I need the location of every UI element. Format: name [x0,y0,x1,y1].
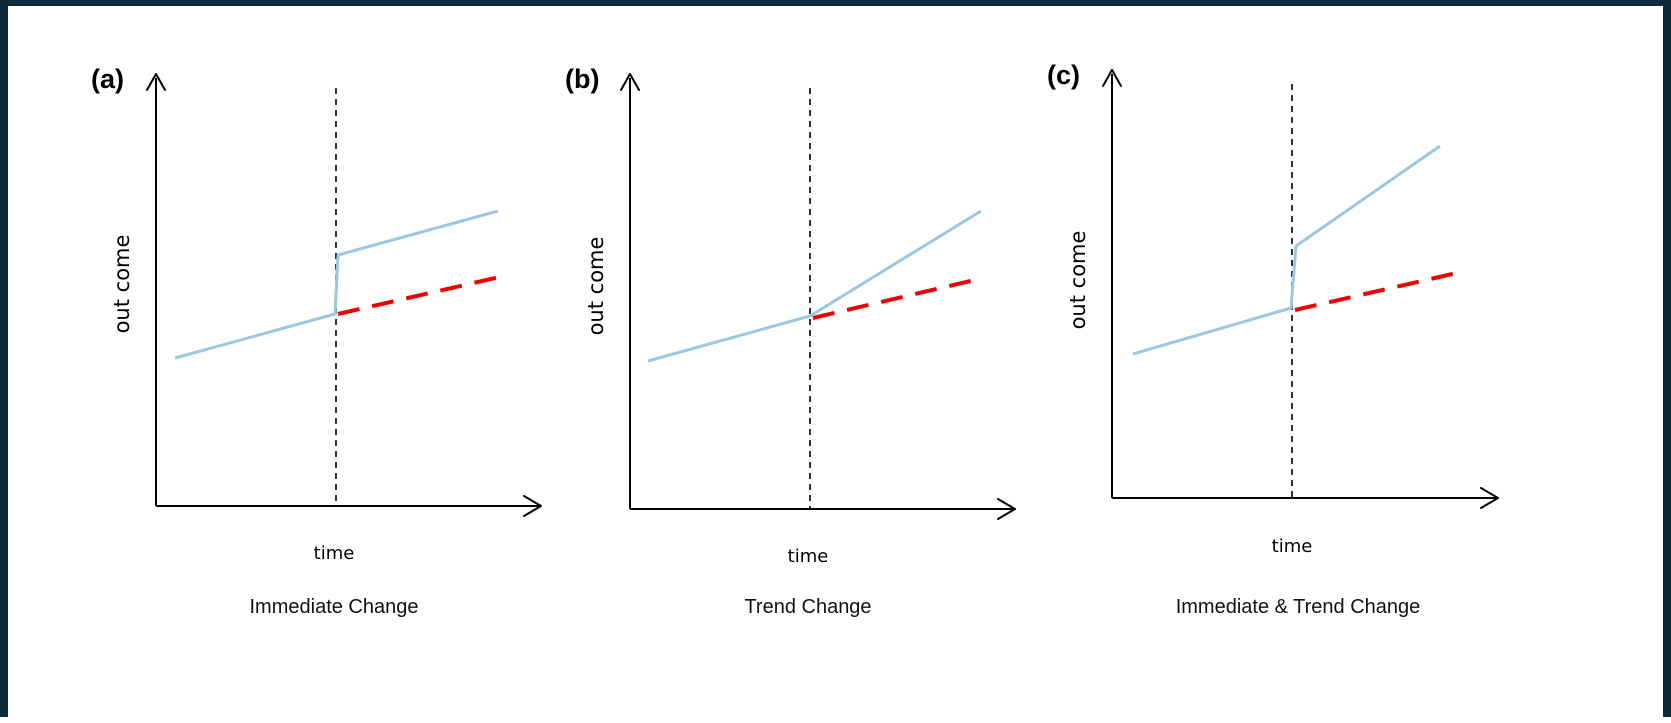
panel-a-observed-line [174,209,499,360]
panel-b-caption: Trend Change [744,596,872,618]
panel-b-y-label: out come [584,237,608,336]
panel-b-label: (b) [565,64,599,94]
panel-b-x-arrow [997,498,1016,520]
panel-c-caption: Immediate & Trend Change [1175,596,1421,618]
panel-b-x-label: time [788,546,829,567]
panel-c-counterfactual-line [1294,270,1462,312]
panel-c-x-label: time [1272,536,1313,557]
panel-a-x-label: time [314,543,355,564]
panel-c-observed-line [1132,144,1441,356]
panel-c-x-arrow [1480,487,1499,509]
panel-c-y-arrow [1102,69,1122,87]
panel-c-label: (c) [1047,60,1080,90]
panel-b: (b) out come time [565,64,1016,567]
panel-b-observed-line [647,209,982,363]
panel-a-counterfactual-line [337,274,505,316]
panel-b-counterfactual-line [812,276,984,320]
panel-a-y-arrow [146,73,166,91]
panel-a-y-label: out come [110,235,134,334]
panel-a-label: (a) [91,64,124,94]
panel-c-y-label: out come [1066,231,1090,330]
panel-a-caption: Immediate Change [249,596,419,618]
panel-b-y-arrow [620,73,640,91]
panel-a-x-arrow [523,495,542,517]
panel-a: (a) out come time [91,64,542,564]
panel-c: (c) out come time [1047,60,1499,557]
